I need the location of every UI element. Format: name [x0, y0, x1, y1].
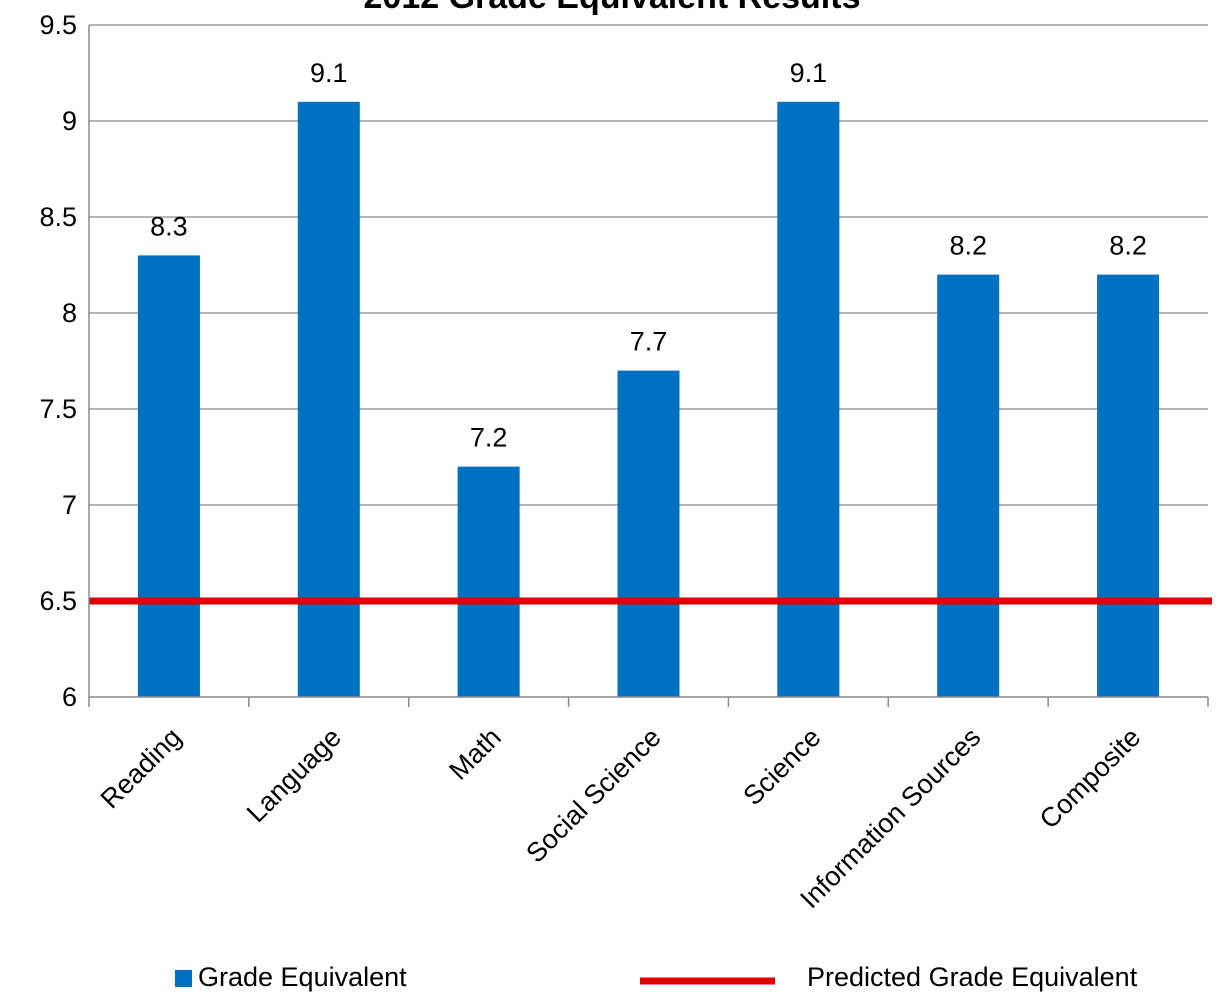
x-tick-label: Information Sources	[794, 722, 986, 914]
x-tick-label: Math	[443, 722, 507, 786]
bar-data-label: 9.1	[790, 58, 828, 88]
x-tick-label: Science	[737, 722, 826, 811]
legend-label-predicted: Predicted Grade Equivalent	[807, 962, 1138, 992]
x-tick-label: Social Science	[520, 722, 666, 868]
y-tick-label: 9	[62, 106, 77, 136]
bar-data-label: 7.2	[470, 423, 508, 453]
bar	[937, 274, 1000, 697]
y-tick-label: 9.5	[39, 10, 77, 40]
bar-data-label: 8.2	[949, 231, 987, 261]
y-tick-label: 8.5	[39, 202, 77, 232]
bar	[777, 101, 840, 698]
x-tick-label: Reading	[95, 722, 187, 814]
bar	[457, 466, 520, 697]
bar-data-label: 8.3	[150, 211, 188, 241]
legend: Grade Equivalent Predicted Grade Equivale…	[175, 962, 1138, 992]
y-tick-label: 6.5	[39, 586, 77, 616]
y-tick-label: 8	[62, 298, 77, 328]
x-tick-label: Composite	[1034, 722, 1146, 834]
bar-data-label: 9.1	[310, 58, 348, 88]
y-tick-label: 7	[62, 490, 77, 520]
bar	[297, 101, 360, 698]
bars	[137, 101, 1160, 698]
x-tick-label: Language	[241, 722, 347, 828]
legend-label-grade-equivalent: Grade Equivalent	[198, 962, 407, 992]
bar	[1097, 274, 1160, 697]
bar	[617, 370, 680, 697]
bar	[137, 255, 200, 697]
data-labels: 8.3 9.1 7.2 7.7 9.1 8.2 8.2	[150, 58, 1147, 453]
chart-title: 2012 Grade Equivalent Results	[364, 0, 861, 16]
y-tick-label: 6	[62, 682, 77, 712]
bar-data-label: 8.2	[1109, 231, 1147, 261]
y-tick-label: 7.5	[39, 394, 77, 424]
legend-swatch-grade-equivalent	[175, 970, 192, 987]
bar-data-label: 7.7	[630, 327, 668, 357]
